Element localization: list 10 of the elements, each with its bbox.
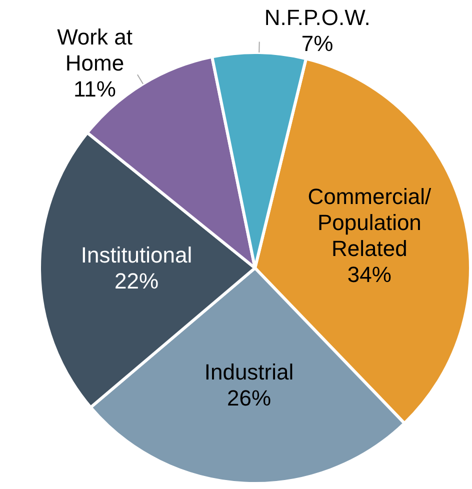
data-label: 11%: [74, 76, 116, 102]
data-label: 34%: [347, 262, 392, 288]
slice-label: Industrial: [204, 359, 294, 384]
slice-label: Institutional: [80, 242, 192, 268]
data-label: 26%: [226, 385, 272, 410]
slice-label: Work at Home: [57, 24, 132, 76]
data-label: 22%: [114, 268, 159, 294]
data-label: 7%: [301, 30, 334, 56]
slice-label: N.F.P.O.W.: [264, 4, 370, 30]
slice-label: Commercial/ Population Related: [308, 184, 432, 262]
